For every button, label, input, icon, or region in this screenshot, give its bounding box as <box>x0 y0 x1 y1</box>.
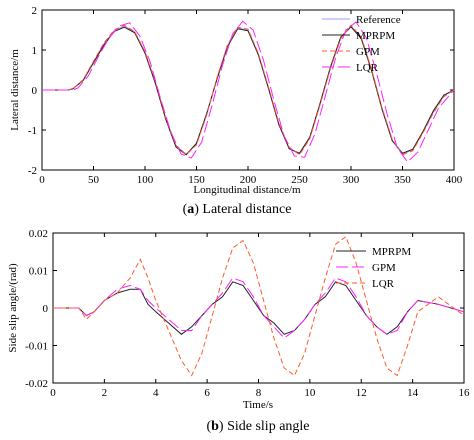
series-line-lqr <box>42 20 455 163</box>
x-tick-label: 150 <box>188 174 205 186</box>
x-tick-label: 350 <box>394 174 411 186</box>
caption-a-label: a <box>187 202 194 217</box>
x-tick-label: 16 <box>459 387 471 399</box>
y-tick-label: -1 <box>28 125 37 137</box>
y-tick-label: -2 <box>28 165 37 177</box>
x-tick-label: 0 <box>39 174 45 186</box>
x-axis-label-a: Longitudinal distance/m <box>193 184 301 196</box>
x-tick-label: 10 <box>304 387 316 399</box>
y-tick-label: 0 <box>43 303 49 315</box>
x-tick-label: 300 <box>343 174 360 186</box>
legend-label-lqr: LQR <box>372 278 395 290</box>
legend-label-gpm: GPM <box>356 46 380 58</box>
series-line-lqr <box>53 236 465 377</box>
legend-label-mprpm: MPRPM <box>356 30 395 42</box>
y-tick-label: 0.02 <box>29 228 48 240</box>
legend-a: Reference MPRPM GPM LQR <box>322 14 401 74</box>
x-tick-label: 12 <box>356 387 367 399</box>
y-tick-label: -0.01 <box>25 341 48 353</box>
x-tick-label: 8 <box>256 387 262 399</box>
legend-label-gpm: GPM <box>372 262 396 274</box>
y-tick-label: 2 <box>32 5 38 17</box>
x-tick-label: 100 <box>137 174 154 186</box>
caption-a-text: ) Lateral distance <box>194 202 291 217</box>
caption-b: (b) Side slip angle <box>206 419 309 434</box>
caption-a: (a) Lateral distance <box>183 202 292 217</box>
x-tick-label: 250 <box>291 174 308 186</box>
legend-b: MPRPM GPM LQR <box>336 246 411 290</box>
caption-b-label: b <box>211 419 219 434</box>
x-axis-label-b: Time/s <box>243 399 273 411</box>
y-tick-label: 1 <box>32 45 38 57</box>
side-slip-angle-chart: 0 2 4 6 8 10 12 14 16 -0.02 -0.01 0 0.01 0.02 MPRPM GP… <box>7 228 470 434</box>
y-tick-label: -0.02 <box>25 378 48 390</box>
series-line-gpm <box>42 24 455 156</box>
legend-label-mprpm: MPRPM <box>372 246 411 258</box>
y-tick-label: 0 <box>32 85 38 97</box>
x-tick-label: 14 <box>407 387 419 399</box>
legend-label-lqr: LQR <box>356 62 379 74</box>
x-tick-label: 0 <box>50 387 56 399</box>
x-tick-label: 2 <box>102 387 108 399</box>
caption-b-text: ) Side slip angle <box>219 419 310 434</box>
x-tick-label: 400 <box>446 174 463 186</box>
series-line-mprpm <box>53 281 465 335</box>
x-tick-label: 4 <box>153 387 159 399</box>
y-tick-label: 0.01 <box>29 266 48 278</box>
x-tick-label: 50 <box>88 174 100 186</box>
x-tick-label: 200 <box>240 174 257 186</box>
series-line-mprpm <box>42 26 455 156</box>
y-axis-label-b: Side slip angle/(rad) <box>7 263 19 353</box>
y-axis-label-a: Lateral distance/m <box>9 49 21 131</box>
series-line-gpm <box>53 277 465 339</box>
legend-label-reference: Reference <box>356 14 401 26</box>
x-tick-label: 6 <box>204 387 210 399</box>
lateral-distance-chart: 0 50 100 150 200 250 300 350 400 -2 -1 0 1 2 Referenc… <box>9 5 463 217</box>
